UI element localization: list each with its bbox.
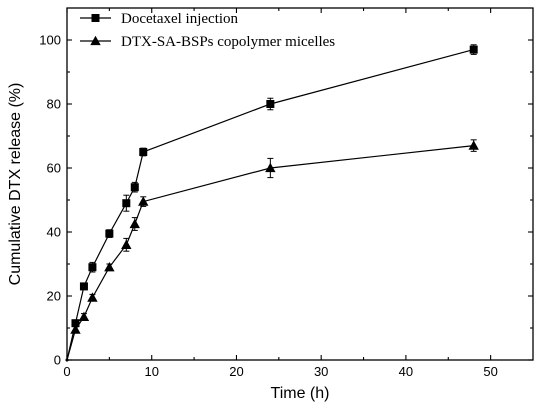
data-point xyxy=(70,324,81,334)
y-tick-label: 80 xyxy=(47,97,61,112)
legend-marker xyxy=(90,35,101,46)
series-layer xyxy=(65,44,479,362)
data-point xyxy=(468,140,479,150)
data-point xyxy=(87,292,98,302)
y-tick-label: 20 xyxy=(47,289,61,304)
legend: Docetaxel injection DTX-SA-BSPs copolymer… xyxy=(80,11,335,50)
data-point xyxy=(105,229,114,238)
y-axis-title: Cumulative DTX release (%) xyxy=(7,83,24,286)
data-point xyxy=(78,311,90,321)
axes xyxy=(66,7,534,361)
data-point xyxy=(71,319,80,328)
y-tick-label: 0 xyxy=(54,353,61,368)
series-copolymer-micelles xyxy=(65,139,479,362)
legend-label: DTX-SA-BSPs copolymer micelles xyxy=(121,34,335,50)
y-tick-label: 100 xyxy=(39,33,61,48)
data-point xyxy=(79,282,88,291)
x-tick-label: 10 xyxy=(144,364,158,379)
plot-frame xyxy=(66,7,534,361)
data-point xyxy=(139,148,148,156)
x-tick-label: 0 xyxy=(63,364,70,379)
y-tick-label: 40 xyxy=(47,225,61,240)
data-point xyxy=(138,196,149,206)
series-docetaxel-injection xyxy=(65,44,478,362)
series-line xyxy=(66,49,474,361)
data-point xyxy=(104,262,115,272)
data-point xyxy=(129,218,140,229)
data-point xyxy=(469,45,478,54)
data-point xyxy=(130,183,139,192)
data-point xyxy=(88,263,97,272)
legend-label: Docetaxel injection xyxy=(121,11,239,27)
data-point xyxy=(266,100,275,108)
x-tick-label: 50 xyxy=(483,364,497,379)
data-point xyxy=(121,239,132,249)
x-axis-title: Time (h) xyxy=(271,385,330,402)
x-tick-label: 40 xyxy=(399,364,413,379)
x-tick-label: 20 xyxy=(229,364,243,379)
axis-ticks: 0 10 20 30 40 50 0 20 40 60 80 100 xyxy=(39,8,533,379)
data-point xyxy=(122,199,131,208)
x-tick-label: 30 xyxy=(314,364,328,379)
series-line xyxy=(66,145,474,361)
legend-marker xyxy=(91,14,100,22)
y-tick-label: 60 xyxy=(47,161,61,176)
data-point xyxy=(265,162,276,173)
data-point xyxy=(65,358,69,362)
